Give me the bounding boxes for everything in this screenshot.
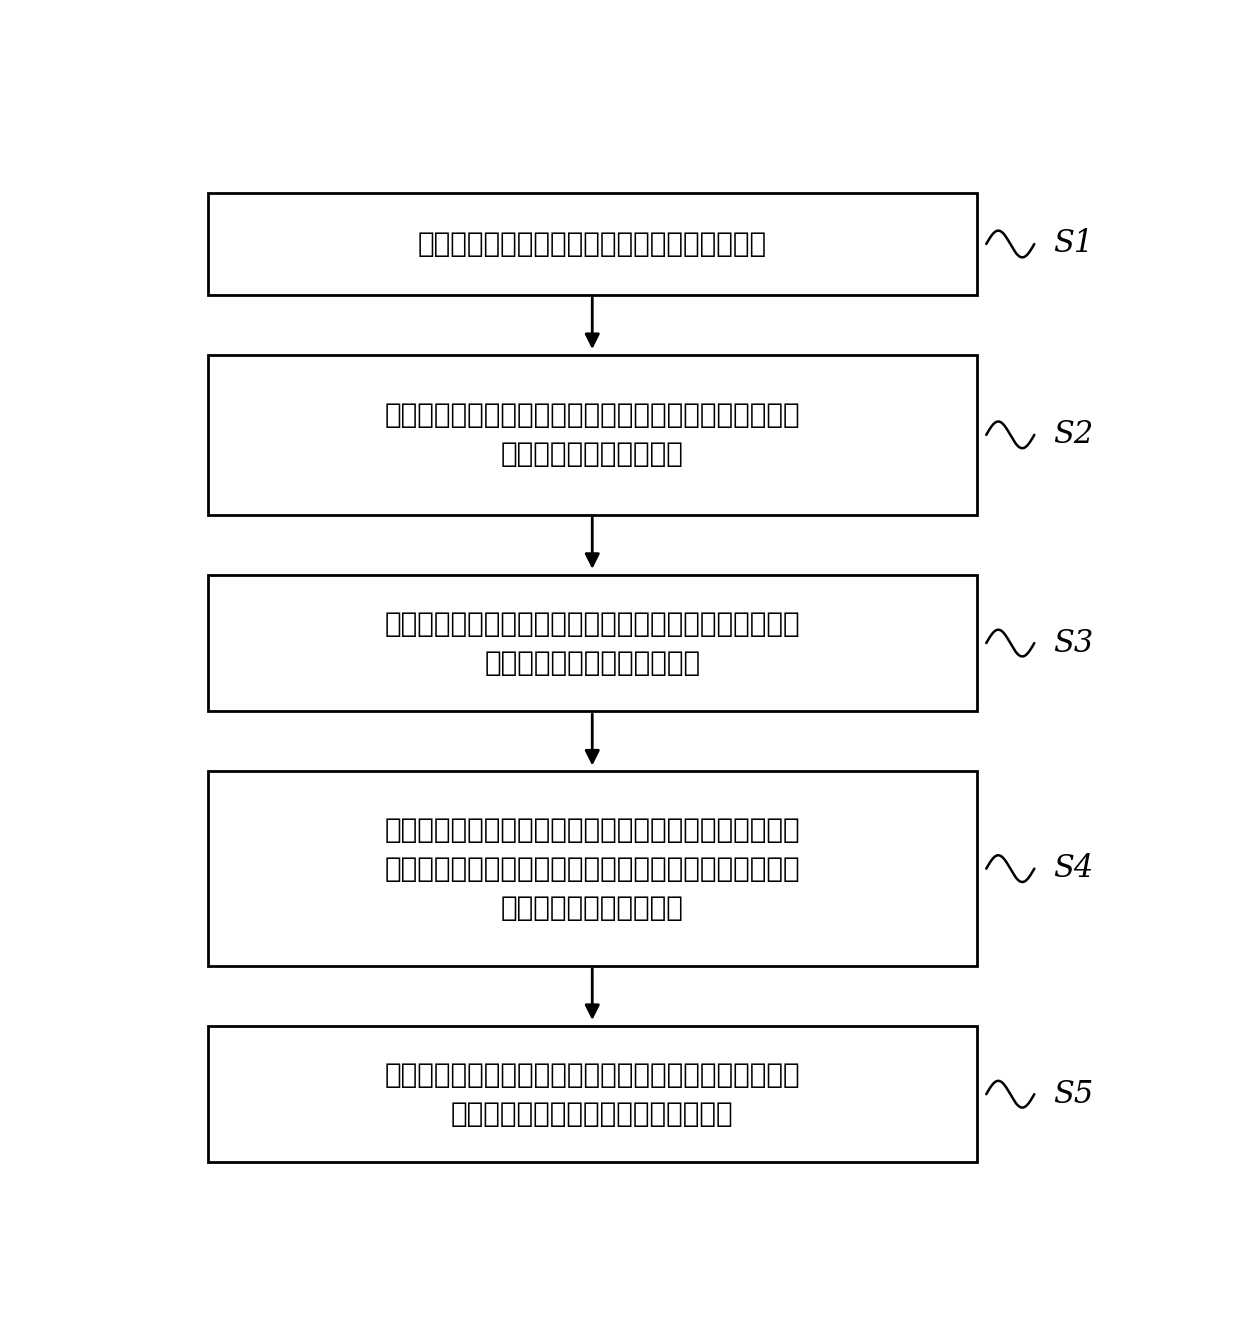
- Text: 部及侧壁形成掺杂介质层: 部及侧壁形成掺杂介质层: [501, 441, 683, 469]
- Bar: [208, 1027, 977, 1163]
- Text: 低于所述半导体衬底的上表面: 低于所述半导体衬底的上表面: [484, 649, 701, 677]
- Text: 在所述沟槽内形成第一介质层，所述第一介质层的上表面: 在所述沟槽内形成第一介质层，所述第一介质层的上表面: [384, 610, 800, 638]
- Text: 对所述沟槽底部及侧壁进行离子注入，以在所述沟槽的底: 对所述沟槽底部及侧壁进行离子注入，以在所述沟槽的底: [384, 402, 800, 430]
- Text: 伸层，所述衬底延伸层位于所述第一介质层上方并暴露所: 伸层，所述衬底延伸层位于所述第一介质层上方并暴露所: [384, 854, 800, 882]
- Text: S3: S3: [1053, 627, 1092, 658]
- Bar: [208, 355, 977, 515]
- Text: 提供半导体衬底，在所述半导体衬底内形成沟槽: 提供半导体衬底，在所述半导体衬底内形成沟槽: [418, 230, 766, 258]
- Bar: [208, 575, 977, 712]
- Text: S1: S1: [1053, 228, 1092, 259]
- Text: S5: S5: [1053, 1079, 1092, 1109]
- Text: S4: S4: [1053, 853, 1092, 884]
- Text: 述第一介质层的部分表面: 述第一介质层的部分表面: [501, 893, 683, 921]
- Bar: [208, 194, 977, 295]
- Text: S2: S2: [1053, 419, 1092, 450]
- Text: 在所述第一介质层及所述衬底延伸层的表面形成第二介质: 在所述第一介质层及所述衬底延伸层的表面形成第二介质: [384, 1061, 800, 1088]
- Text: 在所述沟槽未被所述第一介质层覆盖的侧壁上生长衬底延: 在所述沟槽未被所述第一介质层覆盖的侧壁上生长衬底延: [384, 816, 800, 844]
- Text: 层，所述第二介质层至少填满所述沟槽: 层，所述第二介质层至少填满所述沟槽: [451, 1100, 734, 1128]
- Bar: [208, 772, 977, 965]
